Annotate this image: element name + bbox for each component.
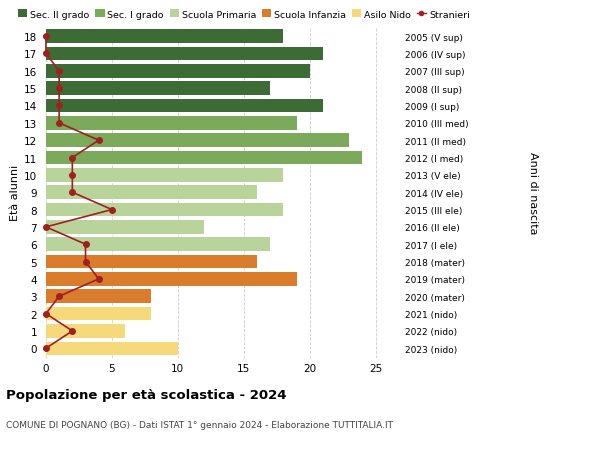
Bar xyxy=(46,117,296,130)
Bar xyxy=(46,100,323,113)
Bar xyxy=(46,82,270,96)
Bar xyxy=(46,238,270,252)
Bar xyxy=(46,151,362,165)
Bar xyxy=(46,169,283,182)
Bar xyxy=(46,325,125,338)
Bar xyxy=(46,134,349,148)
Bar xyxy=(46,30,283,44)
Y-axis label: Anni di nascita: Anni di nascita xyxy=(528,151,538,234)
Bar xyxy=(46,48,323,61)
Text: COMUNE DI POGNANO (BG) - Dati ISTAT 1° gennaio 2024 - Elaborazione TUTTITALIA.IT: COMUNE DI POGNANO (BG) - Dati ISTAT 1° g… xyxy=(6,420,393,429)
Bar xyxy=(46,65,310,78)
Text: Popolazione per età scolastica - 2024: Popolazione per età scolastica - 2024 xyxy=(6,388,287,401)
Legend: Sec. II grado, Sec. I grado, Scuola Primaria, Scuola Infanzia, Asilo Nido, Stran: Sec. II grado, Sec. I grado, Scuola Prim… xyxy=(18,11,470,20)
Y-axis label: Età alunni: Età alunni xyxy=(10,165,20,221)
Bar xyxy=(46,273,296,286)
Bar xyxy=(46,203,283,217)
Bar xyxy=(46,221,204,234)
Bar xyxy=(46,290,151,303)
Bar xyxy=(46,307,151,321)
Bar xyxy=(46,342,178,355)
Bar xyxy=(46,255,257,269)
Bar xyxy=(46,186,257,200)
